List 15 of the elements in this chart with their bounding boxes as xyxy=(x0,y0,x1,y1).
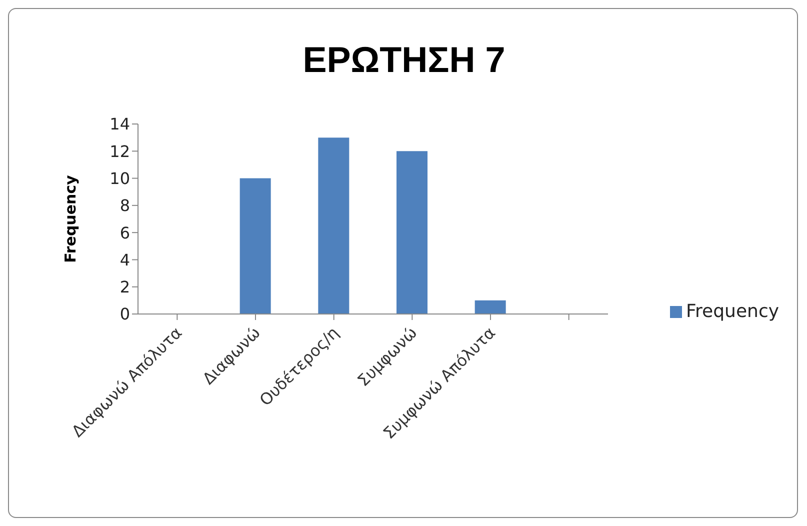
bar xyxy=(240,178,271,314)
y-tick-label: 14 xyxy=(110,114,130,134)
legend-label: Frequency xyxy=(686,301,779,322)
y-axis-title: Frequency xyxy=(61,174,80,263)
y-tick-label: 12 xyxy=(110,142,130,161)
y-tick-label: 6 xyxy=(120,223,130,242)
y-tick-label: 10 xyxy=(110,168,130,188)
y-tick-label: 8 xyxy=(120,196,130,216)
y-tick-label: 4 xyxy=(120,250,130,270)
chart-title: ΕΡΩΤΗΣΗ 7 xyxy=(302,39,506,81)
bar xyxy=(318,138,350,314)
y-tick-label: 2 xyxy=(120,278,130,297)
y-tick-label: 0 xyxy=(120,304,130,324)
bar xyxy=(396,151,428,314)
bar xyxy=(474,300,506,314)
